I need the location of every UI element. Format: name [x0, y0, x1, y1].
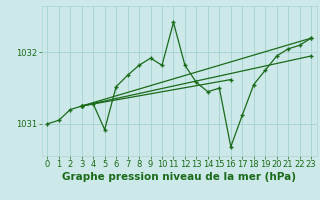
- X-axis label: Graphe pression niveau de la mer (hPa): Graphe pression niveau de la mer (hPa): [62, 172, 296, 182]
